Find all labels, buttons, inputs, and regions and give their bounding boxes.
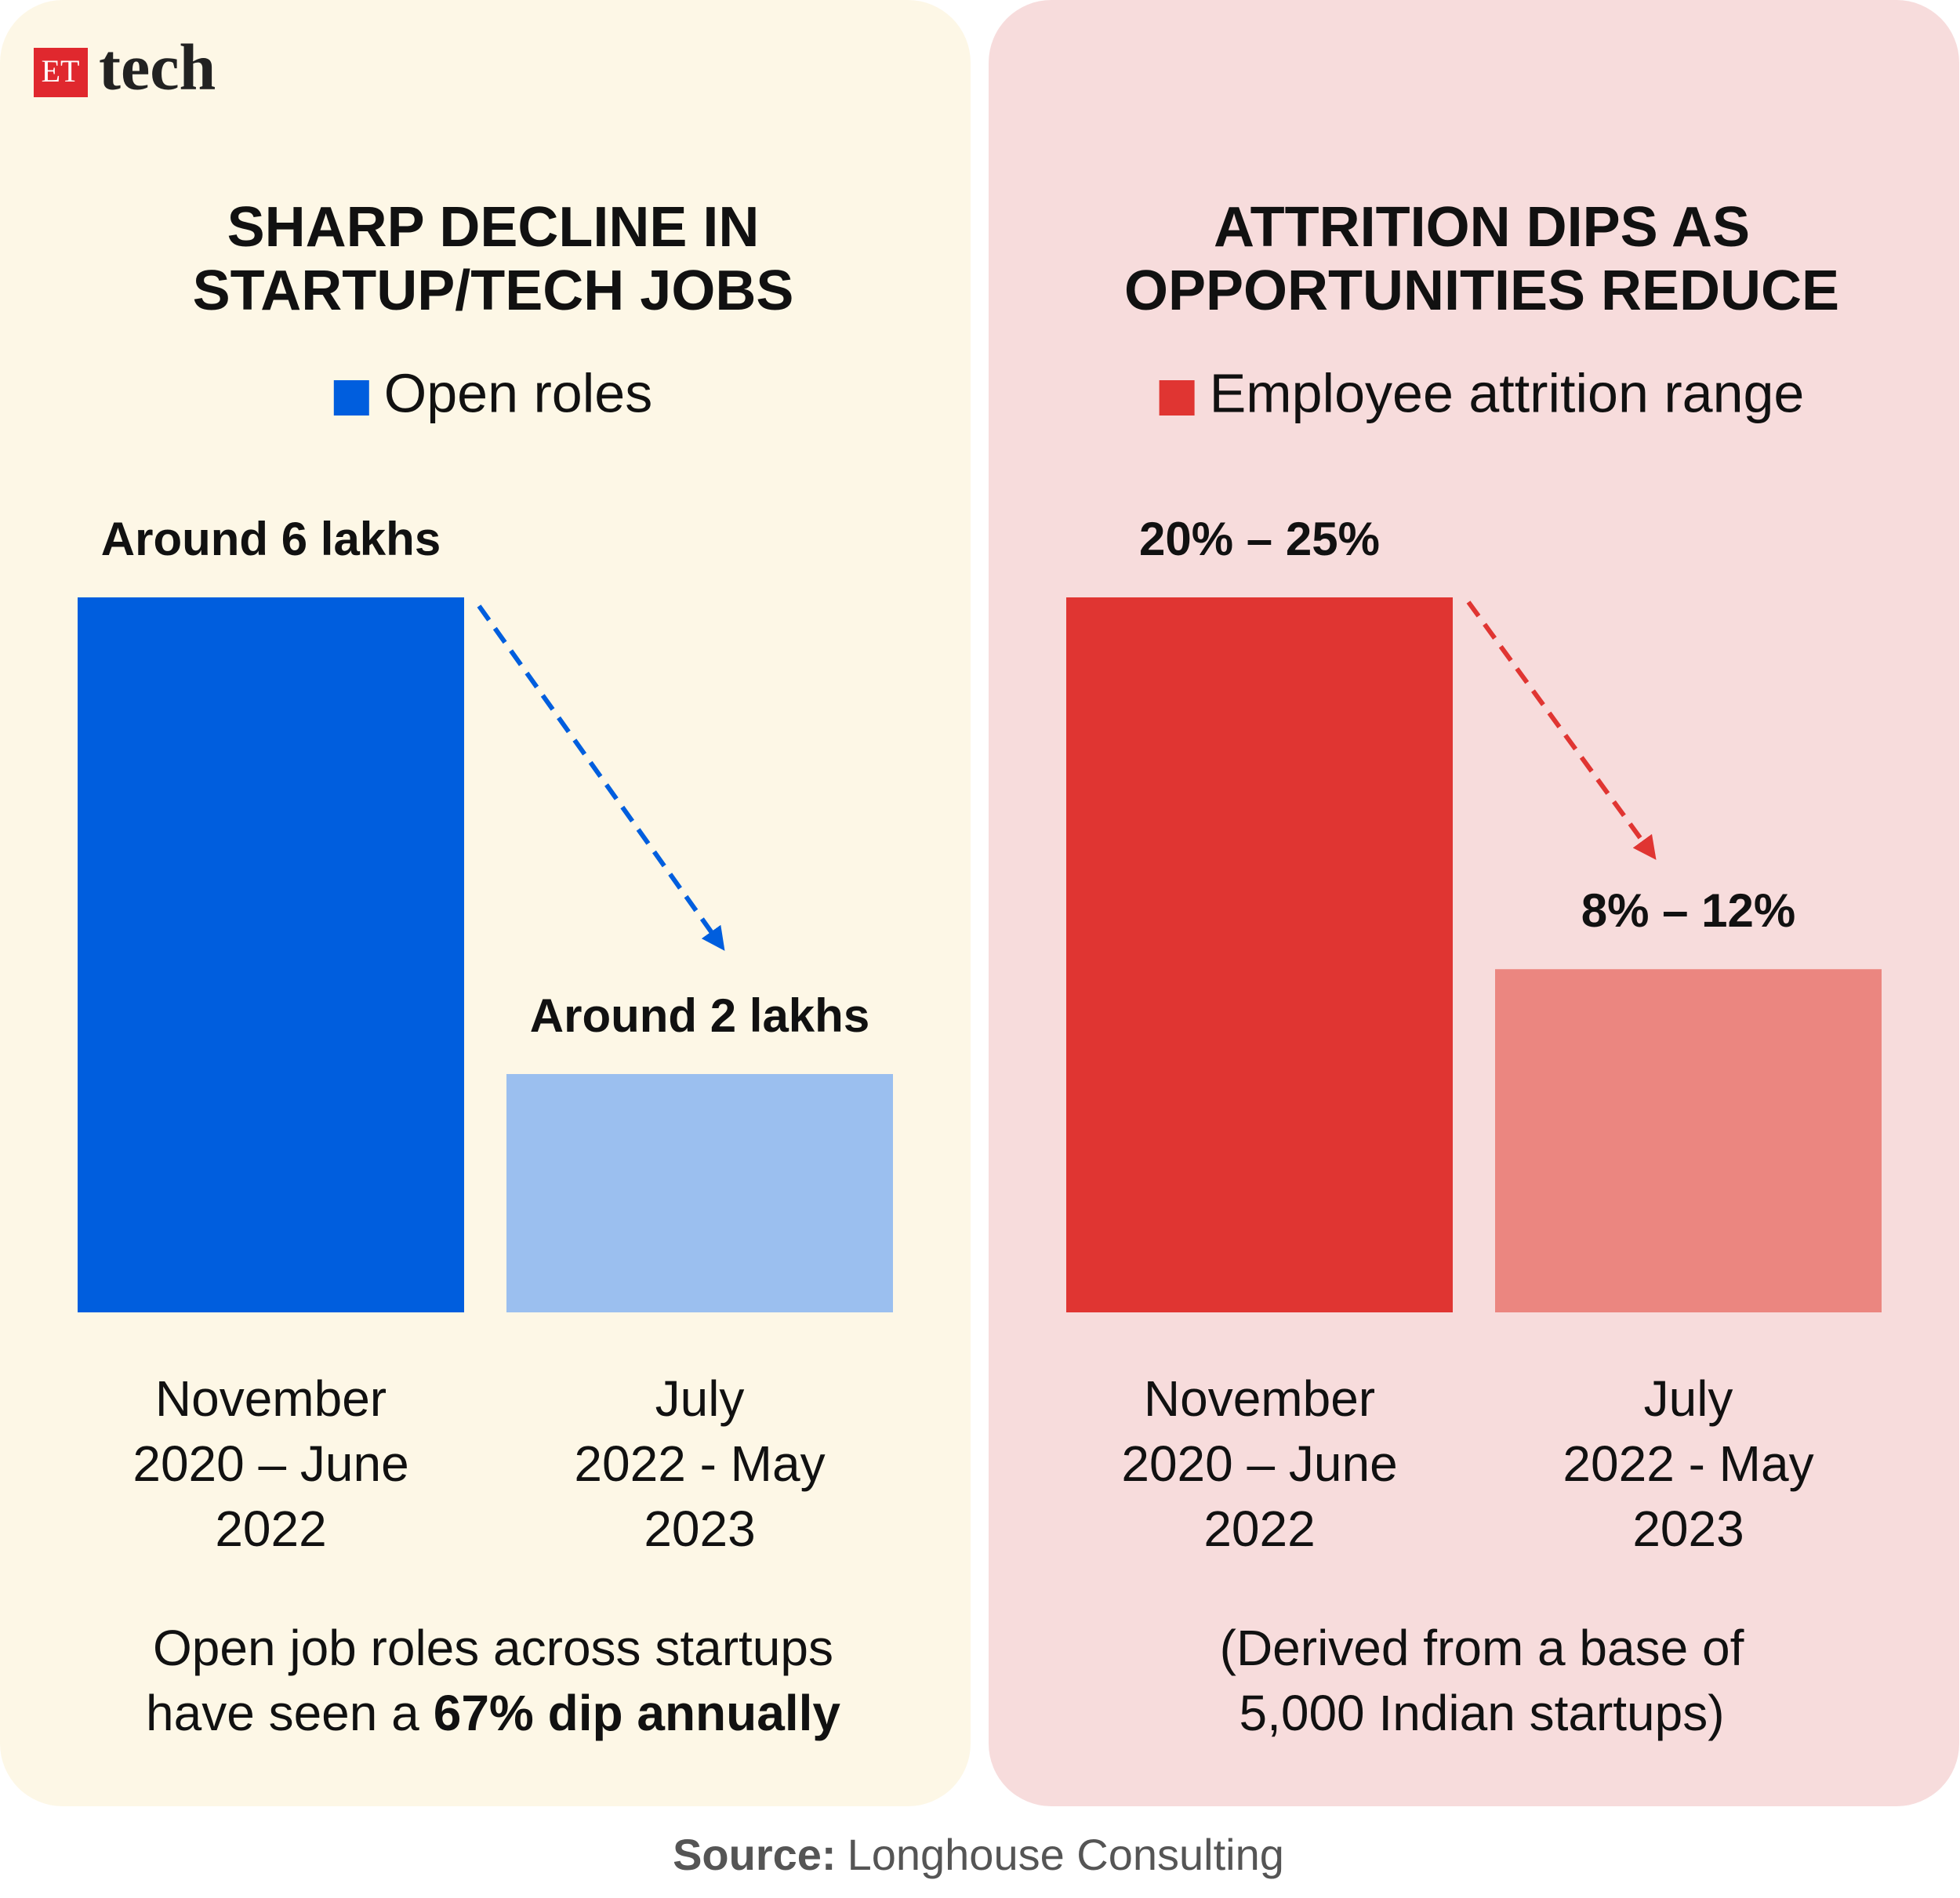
x-tick-label: 2022 - May (1563, 1435, 1813, 1492)
annotation-text: Open job roles across startups (153, 1620, 833, 1676)
x-tick-label: 2020 – June (132, 1435, 408, 1492)
logo-text: tech (99, 31, 216, 103)
logo-badge-box (34, 48, 88, 97)
source: Source: Longhouse Consulting (673, 1830, 1284, 1879)
annotation: Open job roles across startups (153, 1620, 833, 1676)
annotation: (Derived from a base of (1220, 1620, 1744, 1676)
value-label: 8% – 12% (1581, 884, 1796, 937)
x-tick-label: July (1644, 1370, 1733, 1427)
annotation-emphasis: 67% dip annually (434, 1685, 841, 1741)
annotation-text: (Derived from a base of (1220, 1620, 1744, 1676)
x-tick-label: 2020 – June (1121, 1435, 1397, 1492)
legend-label: Open roles (384, 362, 652, 423)
x-tick-label: 2023 (644, 1501, 755, 1557)
trend-arrow (1466, 601, 1657, 860)
annotation-text: 5,000 Indian startups) (1239, 1685, 1724, 1741)
chart-title: SHARP DECLINE IN (227, 196, 760, 259)
x-tick-label: 2022 - May (574, 1435, 825, 1492)
chart-title: ATTRITION DIPS AS (1214, 196, 1750, 259)
chart-title: OPPORTUNITIES REDUCE (1124, 259, 1839, 322)
x-tick-label: November (155, 1370, 387, 1427)
x-tick-label: 2022 (215, 1501, 326, 1557)
legend-swatch (1159, 380, 1195, 416)
value-label: Around 6 lakhs (101, 513, 441, 565)
x-tick-label: 2023 (1632, 1501, 1744, 1557)
bar (1495, 969, 1882, 1312)
source-text: Longhouse Consulting (848, 1830, 1284, 1879)
panels (0, 0, 1959, 1806)
legend-swatch (333, 380, 369, 416)
annotation: 5,000 Indian startups) (1239, 1685, 1724, 1741)
legend-label: Employee attrition range (1210, 362, 1805, 423)
source-label: Source: (673, 1830, 837, 1879)
value-label: Around 2 lakhs (530, 989, 869, 1042)
chart-title: STARTUP/TECH JOBS (193, 259, 794, 322)
x-tick-label: November (1144, 1370, 1375, 1427)
annotation-text: have seen a (146, 1685, 419, 1741)
trend-arrow (477, 604, 725, 951)
bar (506, 1074, 893, 1312)
logo-badge: ET (42, 53, 80, 89)
x-tick-label: 2022 (1203, 1501, 1315, 1557)
bar (78, 597, 464, 1312)
value-label: 20% – 25% (1139, 513, 1380, 565)
x-tick-label: July (655, 1370, 745, 1427)
annotation: have seen a 67% dip annually (146, 1685, 840, 1741)
panel (989, 0, 1959, 1806)
panel (0, 0, 971, 1806)
bar (1066, 597, 1453, 1312)
